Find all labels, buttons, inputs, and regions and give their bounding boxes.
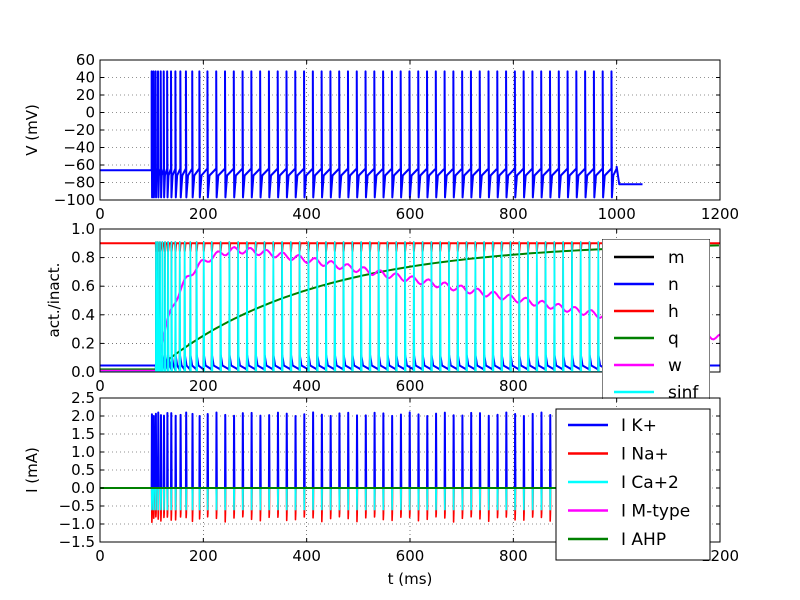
y-tick-label: −0.5 xyxy=(59,497,95,515)
legend-entry: m xyxy=(668,248,685,268)
y-tick-label: 0 xyxy=(85,104,95,122)
gating-panel: 0 200 400 600 800 0.0 0.2 0.4 0.6 0.8 1.0 act./ina… xyxy=(45,220,721,403)
y-tick-label: −20 xyxy=(63,121,95,139)
y-tick-label: 1.5 xyxy=(71,425,95,443)
x-tick-label: 400 xyxy=(292,205,321,223)
y-tick-label: −100 xyxy=(54,191,95,209)
voltage-y-label: V (mV) xyxy=(23,104,41,156)
legend-entry: I Ca+2 xyxy=(621,473,679,493)
y-tick-label: 40 xyxy=(76,69,95,87)
y-tick-label: 0.0 xyxy=(71,363,95,381)
legend-entry: h xyxy=(668,302,679,322)
y-tick-label: −60 xyxy=(63,156,95,174)
y-tick-label: −1.0 xyxy=(59,515,95,533)
voltage-series-line xyxy=(100,70,643,199)
x-tick-label: 0 xyxy=(95,205,105,223)
current-y-label: I (mA) xyxy=(23,447,41,493)
y-tick-label: −40 xyxy=(63,139,95,157)
current-panel: 0 200 400 600 800 1200−1.5−1.0−0.50.00.51.01.… xyxy=(23,389,739,588)
legend-entry: sinf xyxy=(668,383,699,403)
y-tick-label: −80 xyxy=(63,174,95,192)
x-tick-label: 1200 xyxy=(701,205,739,223)
y-tick-label: 0.6 xyxy=(71,277,95,295)
y-tick-label: −1.5 xyxy=(59,533,95,551)
y-tick-label: 0.5 xyxy=(71,461,95,479)
h-series-line xyxy=(100,242,720,253)
legend-entry: I AHP xyxy=(621,530,666,550)
x-tick-label: 200 xyxy=(189,205,218,223)
x-tick-label: 400 xyxy=(292,377,321,395)
legend-entry: I K+ xyxy=(621,416,657,436)
y-tick-label: 1.0 xyxy=(71,443,95,461)
x-tick-label: 600 xyxy=(396,205,425,223)
legend-box xyxy=(555,408,711,561)
time-x-label: t (ms) xyxy=(388,570,433,588)
x-tick-label: 800 xyxy=(499,377,528,395)
legend-box xyxy=(602,239,710,399)
gating-y-label: act./inact. xyxy=(45,263,63,338)
y-tick-label: 60 xyxy=(76,51,95,69)
x-tick-label: 800 xyxy=(499,547,528,565)
y-tick-label: 0.2 xyxy=(71,334,95,352)
y-tick-label: 2.0 xyxy=(71,407,95,425)
legend-entry: I M-type xyxy=(621,502,690,522)
voltage-panel: 0 200 400 600 800 1000 1200−100−80−60−40−20020… xyxy=(23,51,739,223)
y-tick-label: 1.0 xyxy=(71,220,95,238)
y-tick-label: 2.5 xyxy=(71,389,95,407)
x-tick-label: 200 xyxy=(189,547,218,565)
current-legend: I K+ I Na+ I Ca+2 I M-type I AHP xyxy=(555,408,711,561)
x-tick-label: 200 xyxy=(189,377,218,395)
legend-entry: n xyxy=(668,275,679,295)
legend-entry: w xyxy=(668,356,682,376)
y-tick-label: 0.8 xyxy=(71,249,95,267)
x-tick-label: 800 xyxy=(499,205,528,223)
x-tick-label: 400 xyxy=(292,547,321,565)
x-tick-label: 600 xyxy=(396,547,425,565)
x-tick-label: 0 xyxy=(95,547,105,565)
y-tick-label: 0.4 xyxy=(71,306,95,324)
x-tick-label: 1000 xyxy=(598,205,636,223)
y-tick-label: 0.0 xyxy=(71,479,95,497)
legend-entry: I Na+ xyxy=(621,445,669,465)
x-tick-label: 0 xyxy=(95,377,105,395)
legend-entry: q xyxy=(668,329,679,349)
x-tick-label: 600 xyxy=(396,377,425,395)
y-tick-label: 20 xyxy=(76,86,95,104)
